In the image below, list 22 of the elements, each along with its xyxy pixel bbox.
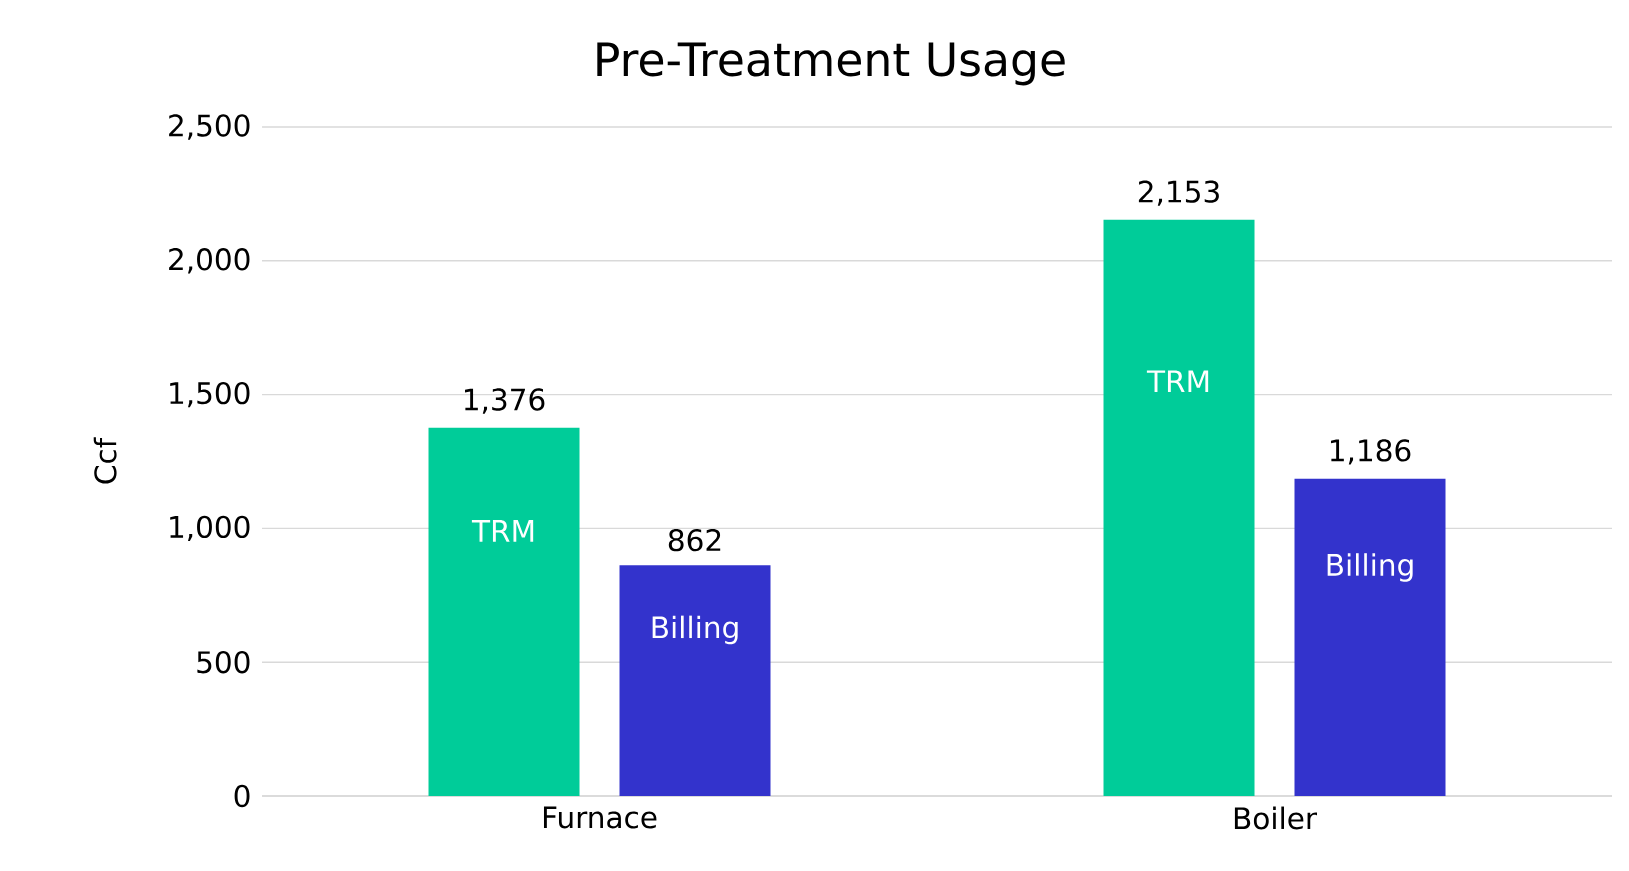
- chart-title: Pre-Treatment Usage: [597, 42, 1065, 86]
- series-label: TRM: [471, 520, 534, 542]
- data-label: 1,186: [1331, 439, 1411, 465]
- x-tick-label: Boiler: [1234, 806, 1318, 830]
- text: TRM: [1146, 370, 1209, 392]
- data-label: 2,153: [1138, 180, 1219, 206]
- x-tick-label: Furnace: [543, 806, 657, 829]
- y-tick-label: 0: [234, 784, 250, 808]
- series-label: Billing: [1327, 553, 1413, 582]
- data-label: 1,376: [465, 388, 545, 414]
- bar: [428, 427, 580, 796]
- y-tick-label: 1,500: [170, 381, 250, 408]
- y-axis-title: Ccf: [93, 437, 117, 484]
- y-tick-label: 1,000: [170, 515, 250, 542]
- data-label: 862: [668, 528, 721, 552]
- bar: [619, 565, 771, 796]
- y-tick-label: 500: [197, 651, 250, 674]
- bar: [1103, 219, 1255, 796]
- bar: [1294, 478, 1446, 796]
- text: Billing: [652, 615, 738, 645]
- y-tick-label: 2,500: [169, 114, 250, 140]
- y-tick-label: 2,000: [169, 248, 250, 274]
